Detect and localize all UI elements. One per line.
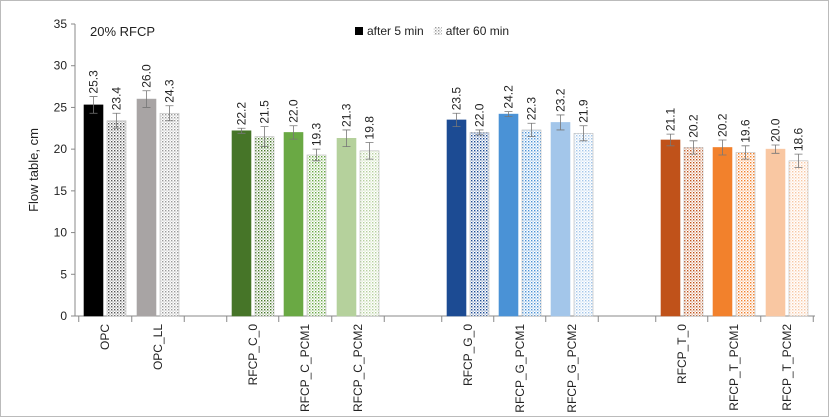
y-tick-label: 0 [60,309,67,323]
x-tick-label: RFCP_C_PCM1 [298,324,312,412]
y-tick-label: 30 [54,59,68,73]
bar [521,129,542,317]
error-bar [689,140,698,155]
value-label: 22.0 [287,99,301,123]
value-label: 19.6 [739,119,753,143]
value-label: 23.2 [554,88,568,112]
bar [550,122,571,317]
error-bar [312,148,321,162]
value-label: 19.3 [310,122,324,146]
bar [83,104,104,317]
x-tick-label: OPC [98,324,112,350]
error-bar [771,144,780,154]
bar [446,119,467,317]
y-tick-label: 35 [54,17,68,31]
bar [254,136,275,317]
chart-title: 20% RFCP [90,24,155,39]
value-label: 22.3 [525,97,539,121]
error-bar [165,105,174,122]
value-label: 21.1 [664,107,678,131]
value-label: 25.3 [87,70,101,94]
error-bar [579,125,588,142]
value-label: 23.4 [110,87,124,111]
y-axis-label: Flow table, cm [26,128,41,212]
value-label: 24.3 [163,79,177,103]
error-bar [718,139,727,156]
bar [765,148,786,317]
x-tick-label: RFCP_C_0 [246,324,260,386]
error-bar [556,114,565,131]
x-tick-label: OPC_LL [151,324,165,370]
value-label: 24.2 [502,85,516,109]
bar [573,132,594,317]
x-tick-label: RFCP_T_PCM2 [780,324,794,411]
value-label: 22.0 [473,103,487,127]
bar [336,137,357,317]
x-tick-label: RFCP_T_PCM1 [727,324,741,411]
bar [136,98,157,317]
error-bar [794,153,803,168]
error-bar [475,129,484,136]
value-label: 20.2 [687,114,701,138]
error-bar [365,142,374,160]
error-bar [666,133,675,147]
y-tick-label: 5 [60,267,67,281]
y-tick-label: 10 [54,226,68,240]
legend-label: after 60 min [446,24,509,38]
value-label: 23.5 [450,87,464,111]
error-bar [260,126,269,148]
bar [788,160,809,317]
error-bar [237,127,246,134]
value-label: 20.2 [716,113,730,137]
bar [159,112,180,317]
bar [712,147,733,317]
error-bar [527,122,536,138]
value-label: 21.9 [577,99,591,123]
bar [660,139,681,317]
error-bar [112,112,121,129]
bar [359,150,380,317]
value-label: 19.8 [363,116,377,140]
legend-label: after 5 min [367,24,424,38]
x-tick-label: RFCP_G_PCM2 [565,324,579,413]
bar [469,132,490,317]
value-label: 20.0 [769,118,783,142]
bar [498,113,519,317]
x-tick-label: RFCP_T_0 [675,324,689,384]
value-label: 21.5 [258,100,272,124]
x-tick-label: RFCP_C_PCM2 [351,324,365,412]
value-label: 22.2 [235,102,249,126]
value-label: 18.6 [792,127,806,151]
error-bar [342,129,351,148]
error-bar [504,111,513,118]
value-label: 26.0 [140,64,154,88]
x-tick-label: RFCP_G_0 [461,324,475,386]
legend-swatch [433,27,442,35]
bar [283,132,304,317]
x-tick-label: RFCP_G_PCM1 [513,324,527,413]
y-tick-label: 25 [54,100,68,114]
bar [106,120,127,317]
value-label: 21.3 [340,103,354,127]
bar [306,154,327,317]
error-bar [289,125,298,140]
bar [231,130,252,317]
bar [683,147,704,317]
error-bar [89,96,98,114]
bar [735,152,756,317]
legend-swatch [355,27,363,35]
error-bar [452,112,461,128]
y-tick-label: 20 [54,142,68,156]
error-bar [142,90,151,108]
y-tick-label: 15 [54,184,68,198]
error-bar [741,145,750,160]
